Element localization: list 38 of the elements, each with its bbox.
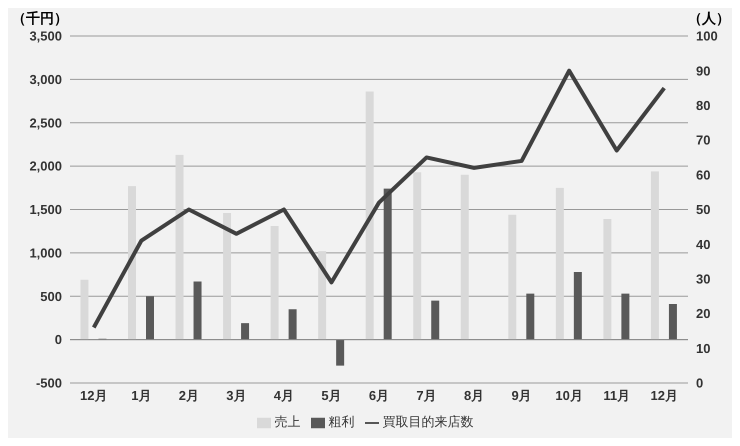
y2-tick-label: 100 — [696, 28, 718, 44]
y2-tick-label: 0 — [696, 376, 704, 391]
x-tick-label: 4月 — [274, 388, 294, 404]
x-tick-label: 10月 — [555, 388, 583, 404]
y2-tick-label: 20 — [696, 306, 710, 322]
y2-tick-label: 40 — [696, 236, 710, 252]
x-tick-label: 12月 — [650, 388, 678, 404]
x-tick-label: 12月 — [80, 388, 108, 404]
y2-tick-label: 80 — [696, 98, 710, 114]
y2-tick-label: 10 — [696, 340, 710, 356]
x-tick-label: 1月 — [131, 388, 152, 404]
y-tick-label: 3,500 — [29, 28, 62, 44]
y-tick-label: 1,000 — [29, 245, 62, 260]
y-tick-label: 2,500 — [29, 115, 62, 130]
y2-tick-label: 50 — [696, 202, 710, 218]
x-tick-label: 2月 — [178, 388, 199, 404]
x-tick-label: 5月 — [321, 388, 342, 404]
x-tick-label: 9月 — [512, 388, 532, 404]
y2-axis-title: （人） — [688, 10, 730, 28]
x-tick-label: 7月 — [416, 388, 437, 404]
y-tick-label: 2,000 — [29, 158, 62, 174]
x-tick-label: 8月 — [464, 388, 484, 404]
y-tick-label: -500 — [36, 376, 62, 391]
y2-tick-label: 90 — [696, 63, 710, 78]
legend-label: 売上 — [274, 414, 300, 429]
y-axis-title: （千円） — [12, 10, 68, 28]
y2-tick-label: 30 — [696, 272, 710, 287]
y2-tick-label: 70 — [696, 132, 710, 148]
x-tick-label: 11月 — [603, 388, 630, 404]
y2-tick-label: 60 — [696, 167, 710, 182]
y-tick-label: 500 — [40, 288, 62, 304]
y-tick-label: 1,500 — [29, 202, 62, 218]
legend-label: 買取目的来店数 — [382, 414, 474, 429]
x-tick-label: 6月 — [368, 388, 390, 404]
y-tick-label: 3,000 — [29, 72, 62, 87]
y-tick-label: 0 — [54, 332, 62, 348]
legend-label: 粗利 — [328, 414, 354, 429]
x-tick-label: 3月 — [226, 388, 246, 404]
